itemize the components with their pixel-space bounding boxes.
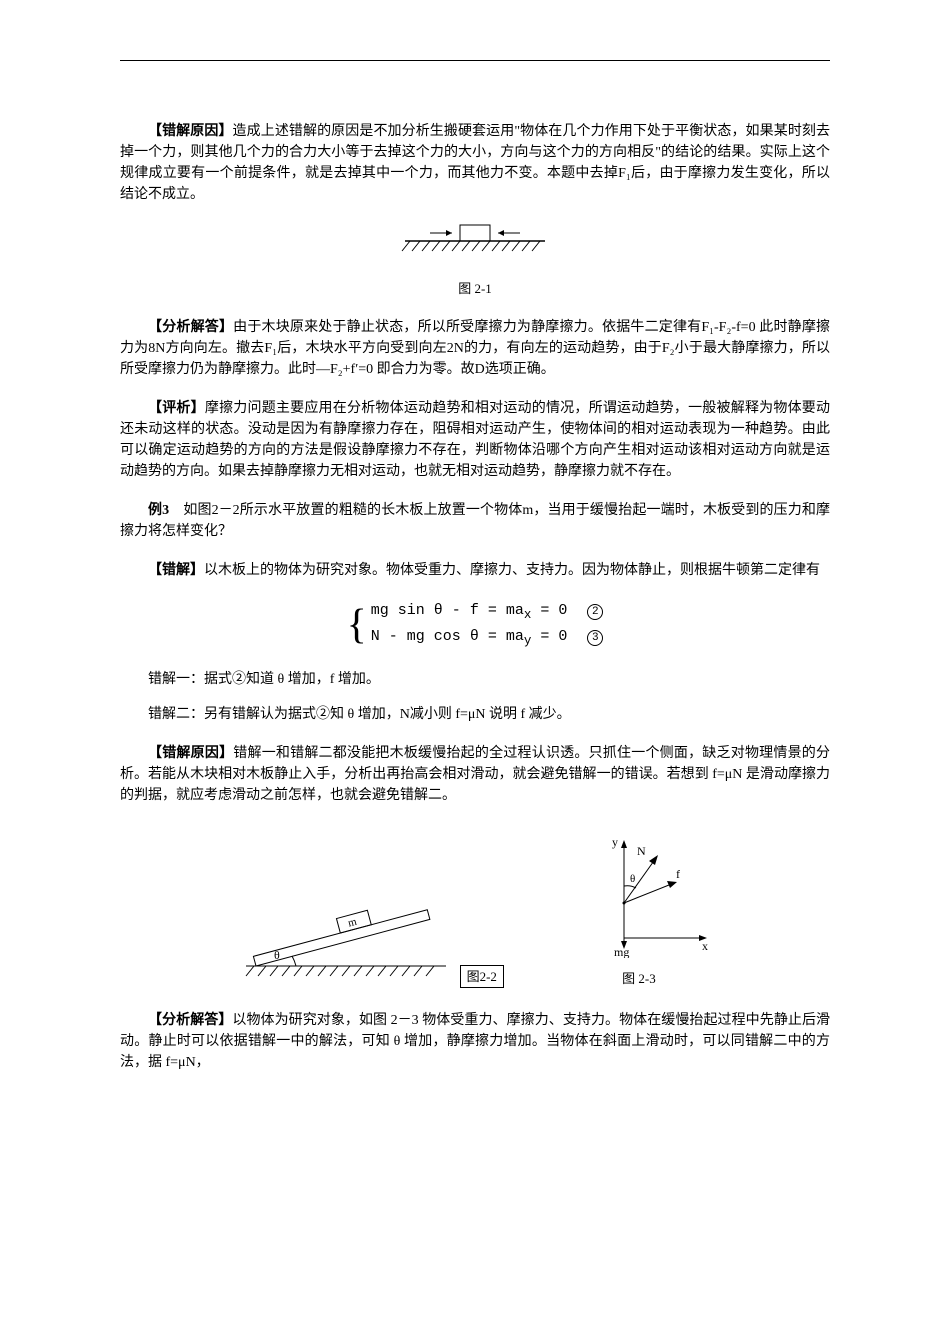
svg-text:x: x bbox=[702, 939, 708, 953]
heading-error-cause-1: 【错解原因】 bbox=[148, 124, 233, 139]
figure-2-3-caption: 图 2-3 bbox=[564, 969, 714, 989]
brace-icon: { bbox=[347, 604, 367, 646]
equation-mark-3: 3 bbox=[587, 630, 603, 646]
heading-analysis-1: 【分析解答】 bbox=[148, 320, 233, 335]
figure-2-2: m θ 图2-2 bbox=[236, 871, 504, 989]
figure-2-2-caption: 图2-2 bbox=[460, 965, 504, 989]
section-comment: 【评析】摩擦力问题主要应用在分析物体运动趋势和相对运动的情况，所谓运动趋势，一般… bbox=[120, 398, 830, 482]
svg-text:mg: mg bbox=[614, 945, 629, 958]
equation-line-1: mg sin θ - f = max = 02 bbox=[371, 599, 604, 625]
svg-text:θ: θ bbox=[274, 948, 280, 962]
svg-text:m: m bbox=[347, 915, 359, 929]
example-3: 例3 如图2－2所示水平放置的粗糙的长木板上放置一个物体m，当用于缓慢抬起一端时… bbox=[120, 500, 830, 542]
svg-text:f: f bbox=[676, 867, 680, 881]
heading-analysis-2: 【分析解答】 bbox=[148, 1013, 232, 1028]
example-3-body: 如图2－2所示水平放置的粗糙的长木板上放置一个物体m，当用于缓慢抬起一端时，木板… bbox=[120, 503, 830, 539]
section-error-cause-2: 【错解原因】错解一和错解二都没能把木板缓慢抬起的全过程认识透。只抓住一个侧面，缺… bbox=[120, 743, 830, 806]
heading-wrong: 【错解】 bbox=[148, 563, 204, 578]
wrong-answer-1: 错解一：据式②知道 θ 增加，f 增加。 bbox=[120, 669, 830, 690]
figure-2-3: y x N f mg θ 图 2-3 bbox=[564, 828, 714, 989]
body-wrong: 以木板上的物体为研究对象。物体受重力、摩擦力、支持力。因为物体静止，则根据牛顿第… bbox=[204, 563, 820, 578]
example-3-label: 例3 bbox=[148, 503, 169, 518]
wrong-answer-2: 错解二：另有错解认为据式②知 θ 增加，N减小则 f=μN 说明 f 减少。 bbox=[120, 704, 830, 725]
heading-error-cause-2: 【错解原因】 bbox=[148, 746, 233, 761]
section-analysis-2: 【分析解答】以物体为研究对象，如图 2－3 物体受重力、摩擦力、支持力。物体在缓… bbox=[120, 1010, 830, 1073]
body-comment: 摩擦力问题主要应用在分析物体运动趋势和相对运动的情况，所谓运动趋势，一般被解释为… bbox=[120, 401, 830, 479]
equation-line-2: N - mg cos θ = may = 03 bbox=[371, 625, 604, 651]
figure-2-1: 图 2-1 bbox=[120, 223, 830, 299]
svg-text:N: N bbox=[637, 844, 646, 858]
section-wrong-solution: 【错解】以木板上的物体为研究对象。物体受重力、摩擦力、支持力。因为物体静止，则根… bbox=[120, 560, 830, 581]
svg-text:θ: θ bbox=[630, 873, 635, 885]
equation-mark-2: 2 bbox=[587, 604, 603, 620]
top-rule bbox=[120, 60, 830, 61]
section-analysis-1: 【分析解答】由于木块原来处于静止状态，所以所受摩擦力为静摩擦力。依据牛二定律有F… bbox=[120, 317, 830, 380]
figure-2-1-caption: 图 2-1 bbox=[120, 279, 830, 299]
heading-comment: 【评析】 bbox=[148, 401, 205, 416]
section-error-cause-1: 【错解原因】造成上述错解的原因是不加分析生搬硬套运用"物体在几个力作用下处于平衡… bbox=[120, 121, 830, 205]
equation-block: { mg sin θ - f = max = 02 N - mg cos θ =… bbox=[120, 599, 830, 651]
svg-text:y: y bbox=[612, 835, 618, 849]
